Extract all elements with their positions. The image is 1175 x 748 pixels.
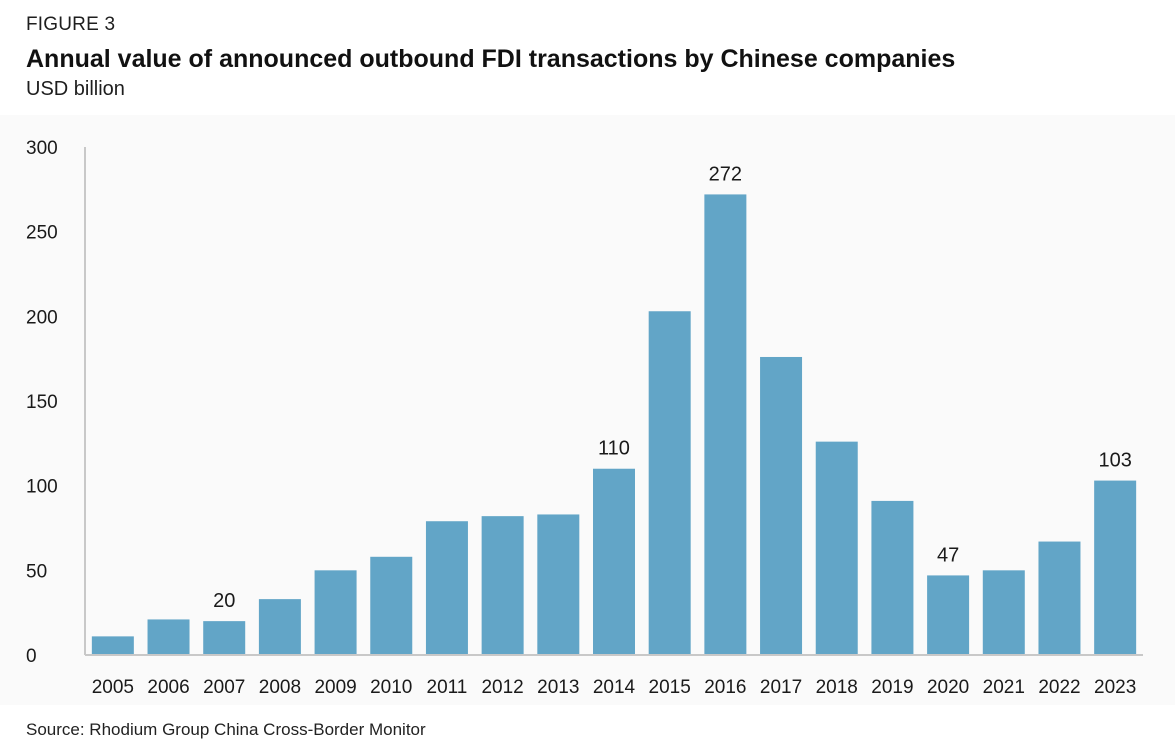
- x-tick-label: 2013: [537, 677, 579, 698]
- bar-2021: [982, 570, 1025, 655]
- bar-2008: [258, 599, 301, 655]
- x-tick-label: 2006: [147, 677, 189, 698]
- data-label-2007: 20: [213, 590, 235, 612]
- x-tick-label: 2022: [1038, 677, 1080, 698]
- x-tick-label: 2010: [370, 677, 412, 698]
- bar-2023: [1094, 480, 1137, 655]
- y-tick-label: 200: [26, 307, 58, 328]
- bar-2015: [648, 311, 691, 655]
- x-tick-label: 2015: [649, 677, 691, 698]
- data-label-2014: 110: [598, 438, 630, 460]
- y-tick-label: 300: [26, 138, 58, 159]
- bar-2011: [425, 521, 468, 655]
- y-tick-label: 0: [26, 646, 37, 667]
- x-tick-label: 2017: [760, 677, 802, 698]
- data-label-2016: 272: [709, 163, 742, 185]
- bar-2007: [203, 621, 246, 655]
- chart-subtitle: USD billion: [26, 78, 125, 100]
- bar-2014: [593, 468, 635, 655]
- x-tick-label: 2020: [927, 677, 969, 698]
- data-label-2020: 47: [937, 544, 959, 566]
- bar-chart: 0 50 100 150 200 250 300 2005 2006 2007 20 2008 2009…: [26, 138, 1143, 698]
- bar-2016: [704, 194, 747, 655]
- y-tick-label: 100: [26, 477, 58, 498]
- x-tick-label: 2019: [871, 677, 913, 698]
- bar-2005: [91, 636, 134, 655]
- plot-area: 0 50 100 150 200 250 300 2005 2006 2007 20 2008 2009…: [0, 115, 1175, 705]
- chart-title: Annual value of announced outbound FDI t…: [26, 45, 956, 73]
- data-label-2023: 103: [1098, 450, 1131, 472]
- bar-2017: [760, 356, 803, 655]
- source-note: Source: Rhodium Group China Cross-Border…: [26, 720, 426, 739]
- bar-2020: [927, 575, 970, 655]
- x-tick-label: 2009: [314, 677, 356, 698]
- bar-2013: [537, 514, 580, 655]
- bar-2018: [815, 441, 858, 655]
- x-tick-label: 2023: [1094, 677, 1136, 698]
- x-tick-label: 2008: [259, 677, 301, 698]
- bar-2019: [871, 500, 914, 655]
- bar-2022: [1038, 541, 1081, 655]
- x-tick-label: 2012: [481, 677, 523, 698]
- bar-2006: [147, 619, 190, 655]
- x-tick-label: 2007: [203, 677, 245, 698]
- x-tick-label: 2014: [593, 677, 636, 698]
- bar-2010: [370, 556, 413, 655]
- bar-2009: [314, 570, 357, 655]
- x-tick-label: 2005: [92, 677, 134, 698]
- x-tick-label: 2016: [704, 677, 746, 698]
- bar-2012: [481, 516, 524, 655]
- figure-label: FIGURE 3: [26, 14, 116, 35]
- y-tick-label: 250: [26, 223, 58, 244]
- x-tick-label: 2021: [983, 677, 1025, 698]
- y-tick-label: 50: [26, 561, 47, 582]
- y-tick-label: 150: [26, 392, 58, 413]
- x-tick-label: 2018: [816, 677, 858, 698]
- x-tick-label: 2011: [427, 677, 468, 698]
